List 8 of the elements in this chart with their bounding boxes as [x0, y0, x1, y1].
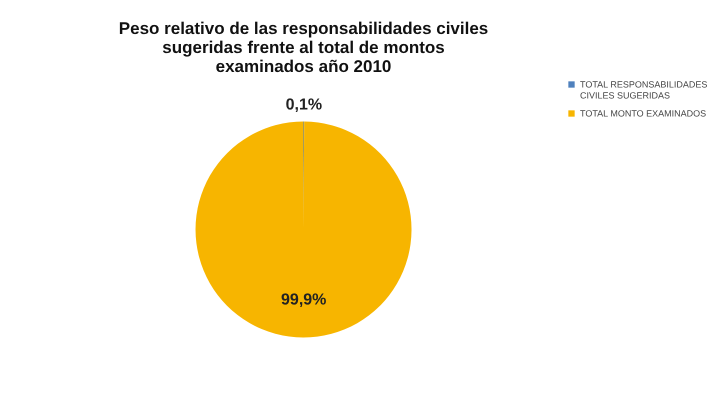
data-label: 99,9%	[281, 292, 326, 308]
data-label: 0,1%	[286, 96, 322, 114]
text: Peso relativo de las responsabilidades civiles	[118, 19, 488, 38]
text: sugeridas frente al total de montos	[162, 38, 445, 57]
pie-slice	[196, 122, 412, 338]
legend-label: TOTAL RESPONSABILIDADES CIVILES SUGERIDAS	[580, 80, 708, 100]
text: examinados año 2010	[216, 57, 392, 76]
legend-label: TOTAL MONTO EXAMINADOS	[580, 108, 706, 118]
